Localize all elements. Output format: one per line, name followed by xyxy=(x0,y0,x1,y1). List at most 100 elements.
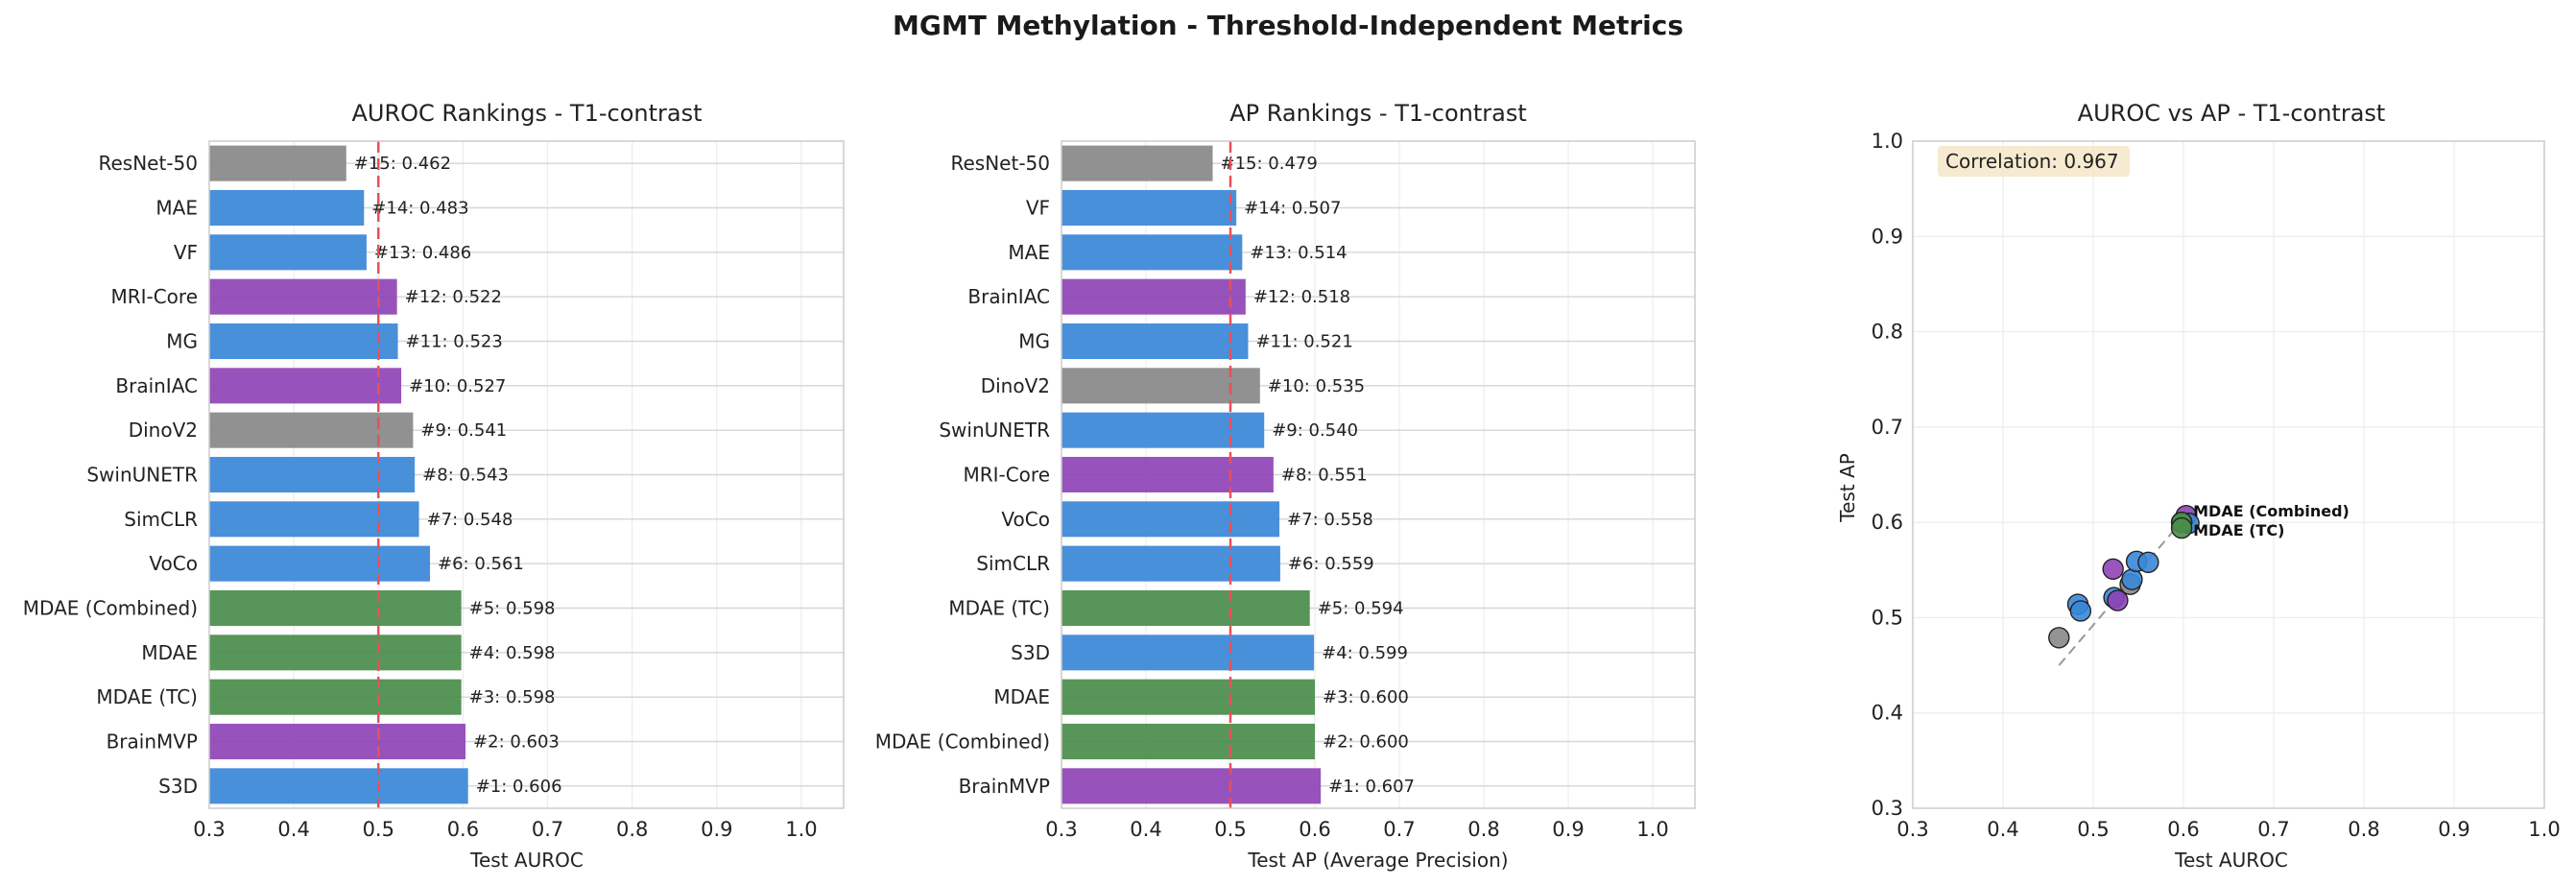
scatter-point xyxy=(2107,589,2129,611)
bar xyxy=(1061,589,1310,627)
value-label: #9: 0.540 xyxy=(1272,420,1358,441)
value-label: #15: 0.462 xyxy=(354,154,451,174)
bar xyxy=(1061,501,1280,538)
bar xyxy=(209,501,419,538)
scatter-x-axis-label: Test AUROC xyxy=(2174,849,2288,872)
scatter-chart-title: AUROC vs AP - T1-contrast xyxy=(2078,100,2386,127)
scatter-point xyxy=(2121,568,2143,590)
y-tick-label: 0.8 xyxy=(1872,321,1903,344)
value-label: #9: 0.541 xyxy=(420,420,507,441)
category-label: SwinUNETR xyxy=(86,464,198,487)
category-label: MDAE (Combined) xyxy=(875,730,1050,754)
value-label: #10: 0.527 xyxy=(409,376,506,396)
bar xyxy=(209,545,431,582)
value-label: #3: 0.600 xyxy=(1323,687,1409,707)
category-label: BrainMVP xyxy=(959,775,1050,798)
value-label: #13: 0.514 xyxy=(1250,243,1347,263)
x-tick-label: 0.4 xyxy=(1130,818,1161,841)
x-tick-label: 0.8 xyxy=(2348,818,2379,841)
bar xyxy=(209,723,466,760)
category-label: MDAE xyxy=(141,641,198,664)
x-tick-label: 1.0 xyxy=(785,818,817,841)
value-label: #14: 0.483 xyxy=(371,199,468,219)
value-label: #15: 0.479 xyxy=(1221,154,1318,174)
x-tick-label: 1.0 xyxy=(1636,818,1668,841)
category-label: VoCo xyxy=(149,552,198,575)
plot-frame xyxy=(1061,140,1696,809)
value-label: #14: 0.507 xyxy=(1244,199,1341,219)
bar xyxy=(209,234,367,271)
bar xyxy=(1061,679,1315,715)
y-tick-label: 1.0 xyxy=(1872,130,1903,153)
bar xyxy=(209,589,462,627)
category-label: MDAE (TC) xyxy=(96,685,198,708)
ap-x-axis-label: Test AP (Average Precision) xyxy=(1247,849,1508,872)
x-tick-label: 0.9 xyxy=(1552,818,1584,841)
y-tick-label: 0.5 xyxy=(1872,606,1903,629)
x-tick-label: 0.9 xyxy=(701,818,732,841)
bar xyxy=(1061,412,1265,448)
bar xyxy=(1061,456,1274,493)
category-label: VF xyxy=(1026,197,1050,220)
y-tick-label: 0.4 xyxy=(1872,702,1903,725)
value-label: #7: 0.548 xyxy=(427,510,513,530)
bar xyxy=(209,679,462,715)
bar xyxy=(209,323,398,360)
bar xyxy=(1061,323,1249,360)
scatter-point xyxy=(2137,551,2159,574)
category-label: BrainIAC xyxy=(967,285,1050,308)
auroc-x-axis-label: Test AUROC xyxy=(469,849,584,872)
bar xyxy=(209,412,414,448)
scatter-point xyxy=(2069,600,2092,622)
x-tick-label: 0.4 xyxy=(1987,818,2018,841)
value-label: #12: 0.518 xyxy=(1253,287,1350,307)
scatter-point xyxy=(2048,627,2070,649)
y-tick-label: 0.9 xyxy=(1872,225,1903,248)
x-tick-label: 0.7 xyxy=(532,818,563,841)
bar xyxy=(1061,234,1243,271)
point-label: MDAE (Combined) xyxy=(2193,502,2349,520)
category-label: BrainIAC xyxy=(115,374,198,397)
auroc-rankings-chart: AUROC Rankings - T1-contrast Test AUROC … xyxy=(23,100,845,872)
plot-frame xyxy=(1912,140,2545,809)
value-label: #6: 0.561 xyxy=(438,554,524,574)
bar xyxy=(1061,189,1237,227)
auroc-chart-title: AUROC Rankings - T1-contrast xyxy=(351,100,702,127)
value-label: #5: 0.598 xyxy=(469,599,556,619)
category-label: S3D xyxy=(1011,641,1050,664)
bar xyxy=(1061,768,1322,804)
x-tick-label: 0.6 xyxy=(1299,818,1330,841)
x-tick-label: 0.3 xyxy=(1896,818,1928,841)
category-label: SimCLR xyxy=(124,508,198,531)
bar xyxy=(209,145,346,181)
ap-rankings-chart: AP Rankings - T1-contrast Test AP (Avera… xyxy=(875,100,1696,872)
x-tick-label: 0.3 xyxy=(1045,818,1077,841)
bar xyxy=(209,368,402,404)
category-label: VoCo xyxy=(1001,508,1050,531)
value-label: #10: 0.535 xyxy=(1268,376,1365,396)
category-label: MG xyxy=(1018,330,1050,353)
category-label: ResNet-50 xyxy=(99,152,199,175)
value-label: #6: 0.559 xyxy=(1288,554,1374,574)
value-label: #8: 0.543 xyxy=(422,466,509,486)
value-label: #1: 0.607 xyxy=(1328,777,1415,797)
value-label: #11: 0.523 xyxy=(406,332,503,352)
value-label: #13: 0.486 xyxy=(374,243,471,263)
value-label: #1: 0.606 xyxy=(476,777,562,797)
category-label: MRI-Core xyxy=(110,285,198,308)
category-label: DinoV2 xyxy=(981,374,1050,397)
y-tick-label: 0.3 xyxy=(1872,797,1903,820)
x-tick-label: 0.5 xyxy=(363,818,394,841)
category-label: DinoV2 xyxy=(129,419,198,442)
category-label: MDAE (TC) xyxy=(948,597,1050,620)
bar xyxy=(209,189,365,227)
x-tick-label: 0.7 xyxy=(1383,818,1415,841)
figure-title: MGMT Methylation - Threshold-Independent… xyxy=(893,10,1683,41)
x-tick-label: 0.9 xyxy=(2438,818,2469,841)
scatter-point xyxy=(2102,558,2124,580)
category-label: S3D xyxy=(158,775,198,798)
bar xyxy=(209,635,462,671)
correlation-annotation: Correlation: 0.967 xyxy=(1945,150,2119,173)
value-label: #11: 0.521 xyxy=(1255,332,1352,352)
